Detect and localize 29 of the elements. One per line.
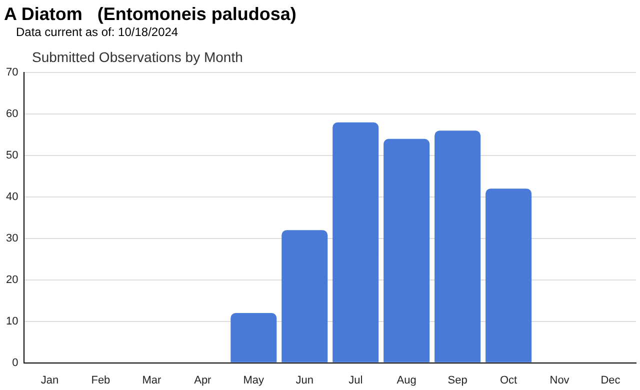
y-tick-label: 60 — [6, 108, 18, 120]
x-tick-label: Mar — [142, 374, 162, 386]
y-tick-label: 30 — [6, 232, 18, 244]
bar — [486, 188, 532, 362]
bar — [434, 130, 481, 362]
x-tick-label: Dec — [600, 374, 621, 386]
text: Submitted Observations by Month — [32, 49, 243, 65]
y-tick-label: 70 — [6, 66, 18, 79]
x-tick-label: Jun — [296, 374, 314, 386]
y-tick-label: 50 — [6, 150, 18, 162]
y-tick-label: 40 — [6, 191, 18, 204]
bar — [282, 230, 328, 362]
x-tick-label: Feb — [91, 374, 110, 386]
x-tick-label: May — [243, 374, 265, 386]
x-tick-label: Nov — [550, 374, 570, 386]
x-tick-label: Aug — [396, 374, 416, 386]
y-tick-label: 0 — [12, 356, 18, 369]
chart-subtitle: Data current as of: 10/18/2024 — [16, 25, 178, 39]
x-tick-label: Sep — [448, 374, 468, 386]
chart-title: A Diatom (Entomoneis paludosa) — [4, 4, 296, 25]
bar — [332, 122, 379, 362]
x-tick-label: Jan — [40, 374, 59, 386]
x-tick-label: Jul — [348, 374, 363, 386]
x-tick-label: Oct — [500, 374, 518, 386]
y-tick-label: 20 — [6, 274, 18, 286]
x-tick-label: Apr — [194, 374, 212, 386]
bar — [384, 138, 430, 362]
bar — [230, 313, 277, 362]
y-tick-label: 10 — [6, 315, 18, 328]
